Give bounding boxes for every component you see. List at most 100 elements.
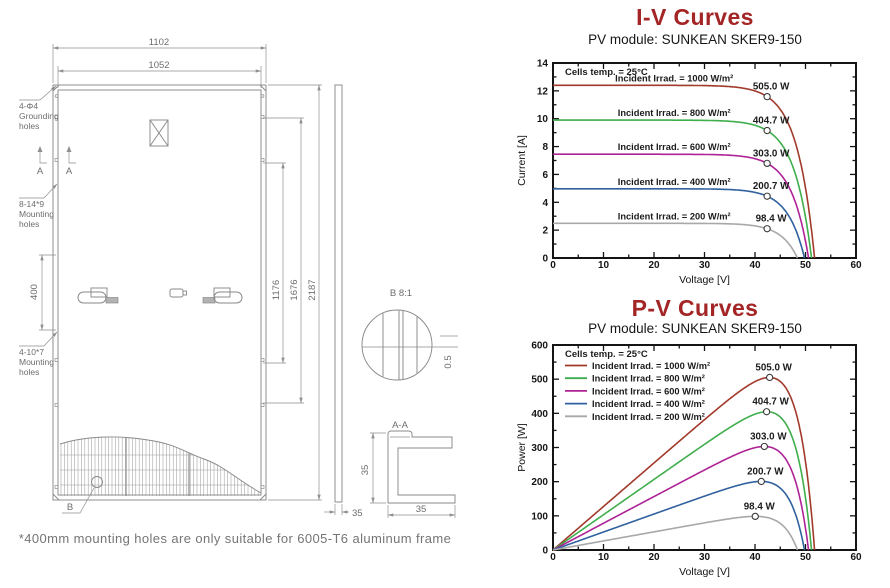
section-mark-a-left: A [37, 166, 44, 177]
x-tick-label: 0 [550, 552, 556, 563]
x-tick-label: 40 [749, 552, 761, 563]
mpp-marker-4 [751, 512, 759, 521]
power-label-3: 200.7 W [753, 181, 790, 192]
mpp-marker-2 [763, 159, 771, 168]
grounding-holes-line2: Grounding [19, 111, 59, 121]
dim-35-section-height: 35 [360, 465, 371, 476]
y-tick-label: 300 [531, 443, 548, 454]
y-tick-label: 2 [542, 226, 548, 237]
detail-b-view [361, 309, 458, 381]
power-label-1: 404.7 W [752, 397, 789, 408]
iv-chart-subtitle: PV module: SUNKEAN SKER9-150 [588, 32, 802, 47]
y-tick-label: 500 [531, 375, 548, 386]
dim-1052: 1052 [148, 60, 169, 71]
curve-series-3 [553, 188, 806, 259]
y-tick-label: 4 [542, 198, 548, 209]
y-axis-label: Power [W] [516, 423, 528, 472]
mounting-bottom-line2: Mounting [19, 357, 54, 367]
y-tick-label: 8 [542, 142, 548, 153]
detail-b-label: B 8:1 [390, 288, 412, 299]
power-label-2: 303.0 W [750, 431, 787, 442]
curve-series-4 [553, 222, 799, 259]
mounting-top-line3: holes [19, 219, 39, 229]
pv-chart-subtitle: PV module: SUNKEAN SKER9-150 [588, 321, 802, 336]
y-tick-label: 0 [542, 546, 548, 557]
y-tick-label: 200 [531, 477, 548, 488]
x-tick-label: 50 [800, 260, 812, 271]
cell-hatch [60, 436, 261, 496]
x-axis-label: Voltage [V] [679, 274, 730, 286]
dim-35-side: 35 [352, 508, 363, 519]
legend-label-2: Incident Irrad. = 600 W/m² [592, 386, 705, 396]
power-label-4: 98.4 W [756, 214, 788, 225]
section-mark-a-right: A [66, 166, 73, 177]
curve-series-2 [552, 445, 810, 551]
dim-1102: 1102 [149, 37, 169, 48]
dimension-lines [19, 44, 456, 518]
x-tick-label: 30 [699, 260, 711, 271]
engineering-drawing: 1102 1052 4-Φ4 Grounding holes A A 8-14*… [19, 37, 458, 546]
cable-connectors [77, 287, 243, 304]
y-tick-label: 14 [537, 59, 549, 70]
irradiance-label-1: Incident Irrad. = 800 W/m² [618, 108, 731, 118]
mpp-marker-3 [763, 192, 771, 200]
irradiance-label-2: Incident Irrad. = 600 W/m² [618, 142, 731, 152]
mpp-marker-0 [765, 373, 774, 382]
dim-35-section-width: 35 [416, 504, 427, 515]
x-tick-label: 20 [648, 260, 660, 271]
mpp-marker-1 [762, 408, 771, 416]
footnote: *400mm mounting holes are only suitable … [19, 531, 452, 546]
detail-b-leader [62, 487, 95, 514]
x-axis-label: Voltage [V] [679, 566, 730, 578]
irradiance-label-4: Incident Irrad. = 200 W/m² [618, 211, 731, 221]
y-tick-label: 0 [542, 254, 548, 265]
mounting-bottom-line3: holes [19, 367, 39, 377]
curve-series-2 [553, 153, 810, 259]
side-view [334, 84, 343, 503]
curve-series-0 [553, 84, 816, 259]
mpp-marker-1 [763, 126, 771, 135]
dim-1176: 1176 [271, 280, 282, 300]
power-label-0: 505.0 W [755, 362, 792, 373]
power-label-0: 505.0 W [753, 82, 790, 93]
mounting-top-line1: 8-14*9 [19, 199, 44, 209]
front-view [52, 84, 267, 514]
x-tick-label: 60 [850, 552, 862, 563]
y-tick-label: 400 [531, 409, 548, 420]
grounding-holes-line1: 4-Φ4 [19, 101, 38, 111]
mounting-top-line2: Mounting [19, 209, 54, 219]
x-tick-label: 10 [598, 552, 610, 563]
x-tick-label: 0 [550, 260, 556, 271]
y-tick-label: 12 [537, 86, 549, 97]
legend-label-0: Incident Irrad. = 1000 W/m² [592, 361, 710, 371]
dim-2187: 2187 [307, 279, 318, 300]
mounting-top-leader [19, 183, 58, 199]
y-tick-label: 6 [542, 170, 548, 181]
y-tick-label: 100 [531, 511, 548, 522]
power-label-2: 303.0 W [753, 148, 790, 159]
irradiance-label-3: Incident Irrad. = 400 W/m² [618, 177, 731, 187]
detail-b-callout-label: B [67, 502, 73, 513]
grounding-holes-line3: holes [19, 121, 39, 131]
section-aa-label: A-A [392, 420, 409, 431]
iv-chart: 0 10 20 30 40 50 60 0 2 4 6 8 10 12 14 Voltage [V] Curre… [516, 59, 862, 287]
y-axis-label: Current [A] [516, 135, 528, 186]
x-tick-label: 40 [749, 260, 761, 271]
pv-chart-title: P-V Curves [631, 295, 759, 321]
mpp-marker-4 [763, 225, 771, 233]
y-tick-label: 10 [537, 114, 549, 125]
pv-chart: 0 10 20 30 40 50 600100200300400500600Voltage … [516, 341, 862, 579]
dim-400: 400 [29, 284, 40, 300]
x-tick-label: 60 [850, 260, 862, 271]
legend-label-1: Incident Irrad. = 800 W/m² [592, 374, 705, 384]
legend-label-3: Incident Irrad. = 400 W/m² [592, 399, 705, 409]
x-tick-label: 30 [699, 552, 711, 563]
section-aa-view [387, 430, 456, 504]
x-tick-label: 50 [800, 552, 812, 563]
cells-temp-note: Cells temp. = 25°C [565, 67, 648, 78]
power-label-4: 98.4 W [744, 501, 776, 512]
x-tick-label: 10 [598, 260, 610, 271]
irradiance-label-0: Incident Irrad. = 1000 W/m² [615, 73, 733, 83]
iv-chart-title: I-V Curves [636, 4, 754, 30]
